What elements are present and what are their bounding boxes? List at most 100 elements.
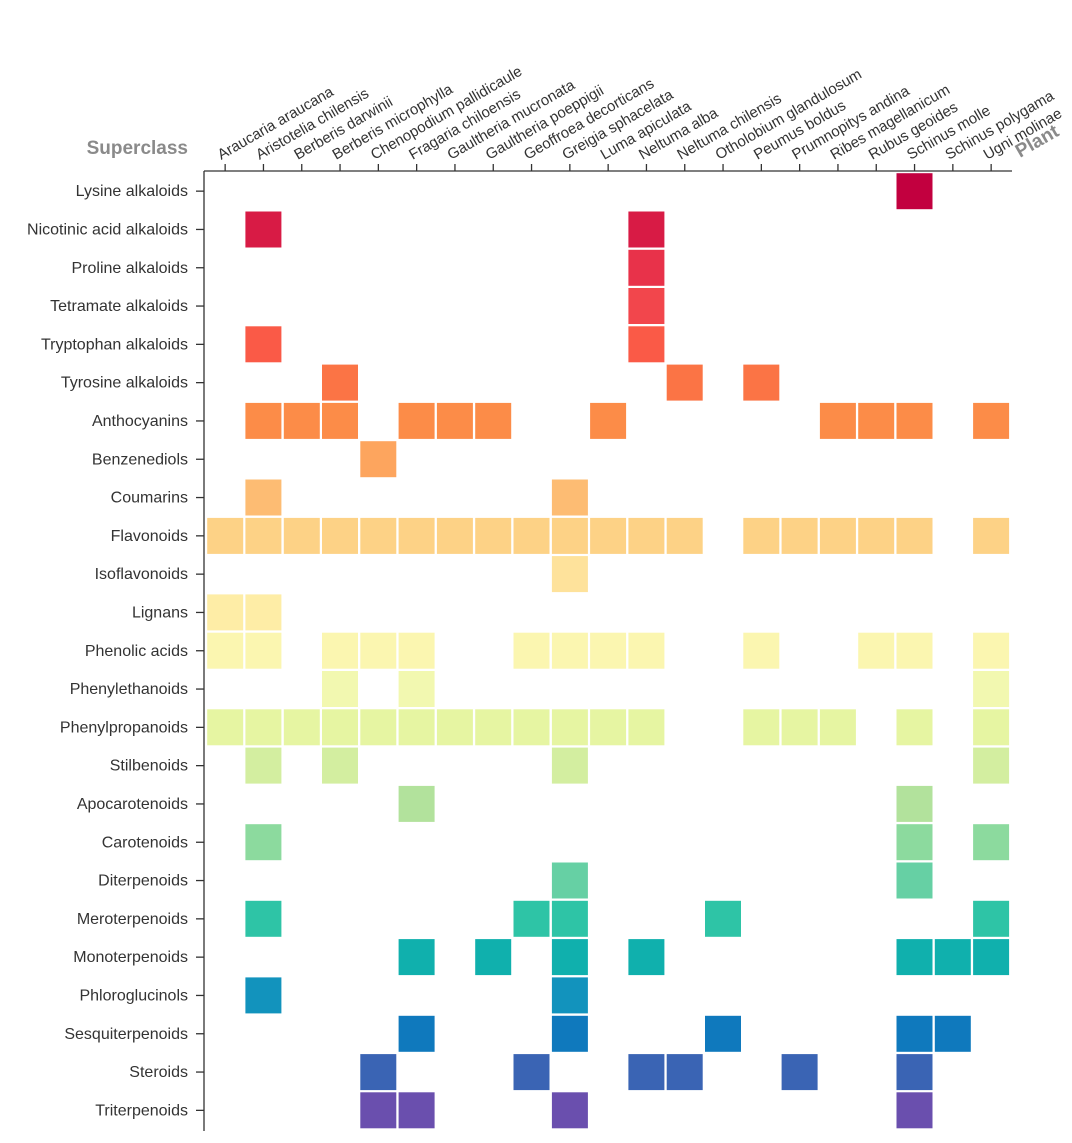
heatmap-cell <box>551 1092 588 1129</box>
heatmap-cell <box>590 517 627 554</box>
row-axis-title: Superclass <box>87 138 188 159</box>
heatmap-cell <box>513 1054 550 1091</box>
heatmap-cell <box>973 939 1010 976</box>
heatmap-cell <box>513 632 550 669</box>
heatmap-cell <box>398 1092 435 1129</box>
heatmap-cell <box>207 517 244 554</box>
heatmap-cell <box>398 785 435 822</box>
heatmap-cell <box>245 211 282 248</box>
heatmap-cell <box>896 824 933 861</box>
heatmap-cell <box>705 1015 741 1052</box>
row-label: Lignans <box>132 604 188 621</box>
heatmap-cell <box>398 402 435 439</box>
heatmap-cell <box>551 632 588 669</box>
heatmap-cell <box>590 709 627 746</box>
heatmap-cell <box>973 900 1010 937</box>
heatmap-cell <box>551 900 588 937</box>
heatmap-cell <box>628 211 665 248</box>
heatmap-cells <box>207 173 1010 1129</box>
row-label: Tetramate alkaloids <box>50 298 188 315</box>
heatmap-cell <box>705 900 741 937</box>
heatmap-cell <box>858 517 895 554</box>
heatmap-cell <box>513 709 550 746</box>
row-label: Monoterpenoids <box>73 949 188 966</box>
heatmap-cell <box>896 517 933 554</box>
heatmap-cell <box>207 632 244 669</box>
row-label: Isoflavonoids <box>95 566 188 583</box>
heatmap-cell <box>245 709 282 746</box>
heatmap-cell <box>245 479 282 516</box>
heatmap-cell <box>322 364 358 401</box>
row-label: Anthocyanins <box>92 413 188 430</box>
heatmap-cell <box>360 1092 397 1129</box>
heatmap-cell <box>245 517 282 554</box>
heatmap-cell <box>245 402 282 439</box>
heatmap-cell <box>436 709 473 746</box>
heatmap-cell <box>973 402 1010 439</box>
row-label: Tryptophan alkaloids <box>41 336 188 353</box>
row-label: Meroterpenoids <box>77 911 188 928</box>
heatmap-cell <box>475 517 512 554</box>
row-label: Nicotinic acid alkaloids <box>27 221 188 238</box>
heatmap-cell <box>819 402 856 439</box>
heatmap-cell <box>896 173 933 210</box>
row-label: Phenylpropanoids <box>60 719 188 736</box>
heatmap-cell <box>551 556 588 593</box>
heatmap-cell <box>551 939 588 976</box>
axis-ticks <box>196 164 992 1111</box>
heatmap-cell <box>973 824 1010 861</box>
heatmap-cell <box>360 441 397 478</box>
heatmap-cell <box>628 517 665 554</box>
heatmap-cell <box>207 709 244 746</box>
heatmap-cell <box>896 709 933 746</box>
row-label: Tyrosine alkaloids <box>61 375 188 392</box>
heatmap-cell <box>743 632 780 669</box>
heatmap-cell <box>245 900 282 937</box>
heatmap-cell <box>781 709 818 746</box>
heatmap-cell <box>934 1015 971 1052</box>
heatmap-cell <box>398 709 435 746</box>
row-label: Diterpenoids <box>98 873 188 890</box>
heatmap-cell <box>551 977 588 1014</box>
heatmap-cell <box>973 517 1010 554</box>
heatmap-cell <box>283 709 320 746</box>
heatmap-cell <box>628 1054 665 1091</box>
heatmap-cell <box>551 517 588 554</box>
heatmap-cell <box>666 517 703 554</box>
heatmap-cell <box>245 747 282 784</box>
heatmap-cell <box>245 824 282 861</box>
heatmap-cell <box>896 1054 933 1091</box>
row-label: Triterpenoids <box>95 1102 188 1119</box>
heatmap-cell <box>322 747 358 784</box>
heatmap-cell <box>360 1054 397 1091</box>
heatmap-cell <box>628 709 665 746</box>
heatmap-cell <box>475 709 512 746</box>
row-label: Phenylethanoids <box>70 681 188 698</box>
heatmap-cell <box>398 1015 435 1052</box>
heatmap-cell <box>896 862 933 899</box>
row-label: Carotenoids <box>102 834 188 851</box>
heatmap-cell <box>245 977 282 1014</box>
heatmap-cell <box>283 517 320 554</box>
heatmap-cell <box>245 326 282 363</box>
heatmap-cell <box>628 288 665 324</box>
heatmap-cell <box>934 939 971 976</box>
heatmap-cell <box>858 632 895 669</box>
row-label: Flavonoids <box>111 528 188 545</box>
heatmap-cell <box>628 326 665 363</box>
row-label: Stilbenoids <box>110 758 188 775</box>
heatmap-cell <box>513 517 550 554</box>
heatmap-cell <box>666 364 703 401</box>
heatmap-cell <box>322 709 358 746</box>
heatmap-cell <box>973 671 1010 707</box>
heatmap-cell <box>819 709 856 746</box>
heatmap-cell <box>551 1015 588 1052</box>
heatmap-cell <box>551 747 588 784</box>
heatmap-cell <box>896 785 933 822</box>
heatmap-cell <box>551 709 588 746</box>
row-label: Steroids <box>129 1064 188 1081</box>
heatmap-cell <box>360 632 397 669</box>
heatmap-cell <box>781 517 818 554</box>
heatmap-cell <box>322 671 358 707</box>
heatmap-cell <box>973 709 1010 746</box>
